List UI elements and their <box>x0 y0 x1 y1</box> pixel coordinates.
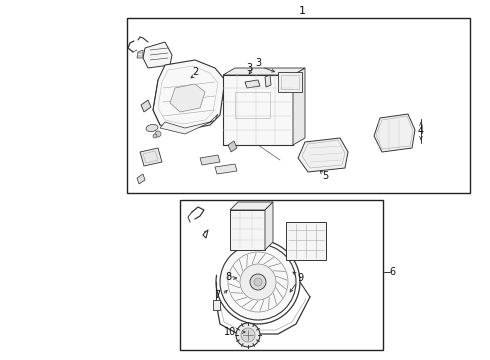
Bar <box>286 222 326 260</box>
Circle shape <box>240 264 276 300</box>
Text: 5: 5 <box>322 171 328 181</box>
Text: 10: 10 <box>224 327 236 337</box>
Polygon shape <box>141 100 151 112</box>
Bar <box>223 75 293 145</box>
Circle shape <box>250 274 266 290</box>
Text: 9: 9 <box>297 273 303 283</box>
Bar <box>281 75 299 89</box>
Polygon shape <box>215 164 237 174</box>
Polygon shape <box>293 68 305 145</box>
Polygon shape <box>140 148 162 166</box>
Text: 1: 1 <box>298 6 305 16</box>
Text: 3: 3 <box>255 58 261 68</box>
Text: 3: 3 <box>246 63 252 73</box>
Text: 6: 6 <box>389 267 395 277</box>
Bar <box>127 18 470 193</box>
Text: 2: 2 <box>192 67 198 77</box>
Polygon shape <box>200 155 220 165</box>
Polygon shape <box>170 84 205 112</box>
Circle shape <box>153 134 157 138</box>
Bar <box>278 72 302 92</box>
Polygon shape <box>230 210 265 250</box>
Polygon shape <box>153 60 225 130</box>
Circle shape <box>254 278 262 286</box>
Polygon shape <box>230 202 273 210</box>
Polygon shape <box>228 141 237 152</box>
Polygon shape <box>160 114 218 134</box>
Circle shape <box>236 323 260 347</box>
Polygon shape <box>137 50 143 58</box>
Bar <box>180 200 383 350</box>
Circle shape <box>241 328 255 342</box>
Circle shape <box>220 244 296 320</box>
Polygon shape <box>265 75 271 87</box>
Polygon shape <box>143 42 172 68</box>
Polygon shape <box>223 68 305 75</box>
Polygon shape <box>245 80 260 88</box>
Polygon shape <box>298 138 348 172</box>
Polygon shape <box>374 114 415 152</box>
Polygon shape <box>265 202 273 250</box>
Text: 4: 4 <box>418 126 424 136</box>
Text: 7: 7 <box>214 290 220 300</box>
Polygon shape <box>137 174 145 184</box>
Circle shape <box>155 131 161 137</box>
Ellipse shape <box>146 125 158 132</box>
Text: 8: 8 <box>225 272 231 282</box>
Polygon shape <box>213 300 220 310</box>
